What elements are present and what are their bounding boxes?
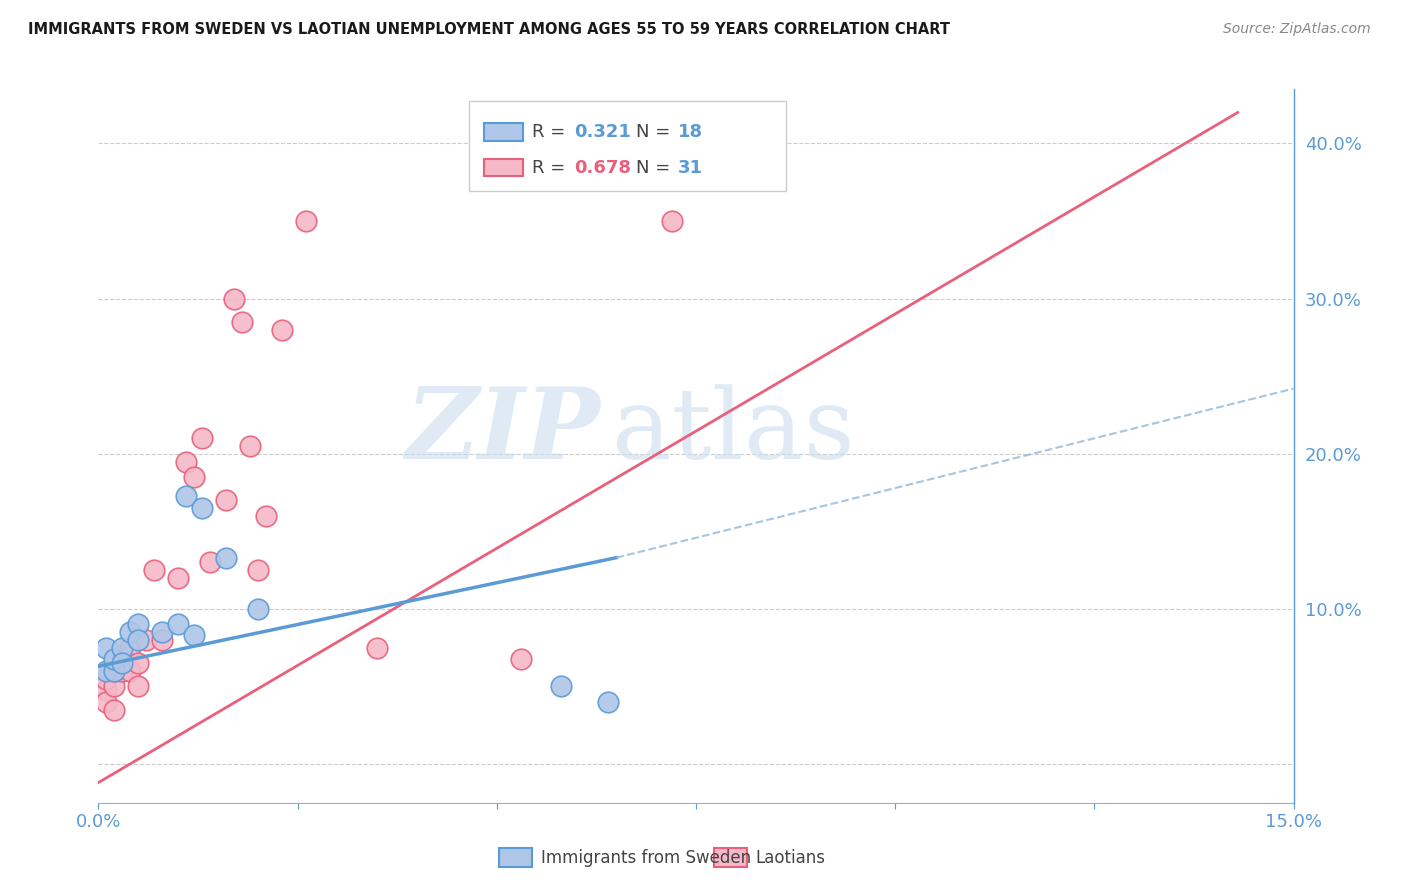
Text: N =: N =	[637, 123, 676, 141]
Point	[174, 489, 197, 503]
Text: Source: ZipAtlas.com: Source: ZipAtlas.com	[1223, 22, 1371, 37]
Text: 0.678: 0.678	[574, 159, 631, 177]
Text: N =: N =	[637, 159, 676, 177]
Point	[222, 292, 245, 306]
FancyBboxPatch shape	[470, 102, 786, 191]
Point	[191, 431, 214, 445]
Point	[509, 651, 531, 665]
Text: Immigrants from Sweden: Immigrants from Sweden	[541, 849, 751, 867]
Point	[103, 703, 125, 717]
Text: atlas: atlas	[613, 384, 855, 480]
Text: 18: 18	[678, 123, 703, 141]
Point	[127, 632, 149, 647]
Point	[254, 508, 277, 523]
Point	[96, 640, 118, 655]
Point	[231, 315, 253, 329]
Point	[127, 656, 149, 670]
Point	[270, 323, 292, 337]
Point	[150, 632, 173, 647]
Point	[120, 640, 142, 655]
Point	[167, 617, 190, 632]
FancyBboxPatch shape	[485, 159, 523, 177]
Point	[111, 664, 134, 678]
Point	[550, 680, 572, 694]
Point	[183, 628, 205, 642]
FancyBboxPatch shape	[485, 123, 523, 141]
Text: R =: R =	[533, 159, 571, 177]
FancyBboxPatch shape	[499, 848, 533, 867]
Point	[215, 493, 238, 508]
Point	[215, 550, 238, 565]
Point	[96, 682, 118, 697]
Point	[96, 695, 118, 709]
Text: IMMIGRANTS FROM SWEDEN VS LAOTIAN UNEMPLOYMENT AMONG AGES 55 TO 59 YEARS CORRELA: IMMIGRANTS FROM SWEDEN VS LAOTIAN UNEMPL…	[28, 22, 950, 37]
Point	[294, 214, 316, 228]
Point	[111, 648, 134, 663]
Point	[103, 664, 125, 678]
Point	[111, 640, 134, 655]
Point	[103, 680, 125, 694]
Point	[103, 651, 125, 665]
Point	[127, 617, 149, 632]
Point	[127, 680, 149, 694]
Text: R =: R =	[533, 123, 571, 141]
Point	[120, 625, 142, 640]
Point	[96, 672, 118, 686]
Point	[167, 571, 190, 585]
Point	[366, 640, 388, 655]
Text: 31: 31	[678, 159, 703, 177]
Point	[239, 439, 262, 453]
Point	[198, 555, 221, 569]
Point	[191, 501, 214, 516]
Text: Laotians: Laotians	[756, 849, 825, 867]
Point	[174, 454, 197, 468]
Point	[135, 632, 157, 647]
Point	[103, 664, 125, 678]
Point	[143, 563, 166, 577]
Point	[150, 625, 173, 640]
Point	[96, 664, 118, 678]
Point	[661, 214, 683, 228]
Point	[111, 656, 134, 670]
Text: ZIP: ZIP	[405, 384, 600, 480]
Point	[246, 563, 269, 577]
FancyBboxPatch shape	[714, 848, 748, 867]
Text: 0.321: 0.321	[574, 123, 631, 141]
Point	[598, 695, 620, 709]
Point	[183, 470, 205, 484]
Point	[246, 602, 269, 616]
Point	[120, 664, 142, 678]
